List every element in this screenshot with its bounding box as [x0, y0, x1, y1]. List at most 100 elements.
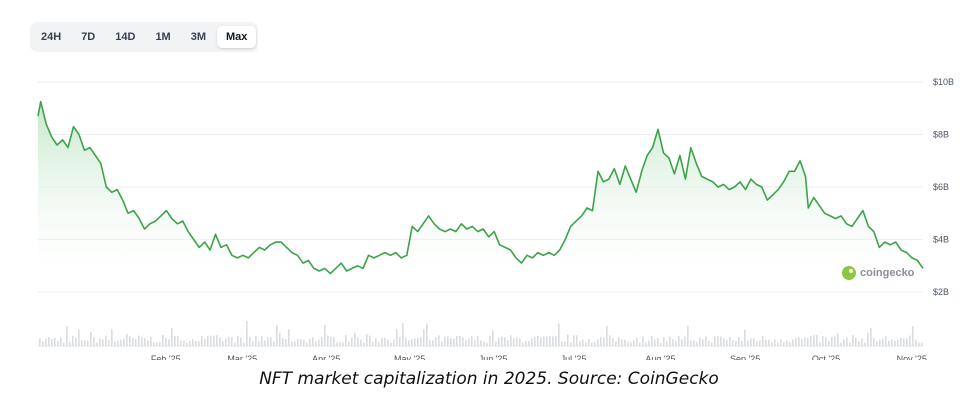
volume-bar: [660, 342, 662, 346]
volume-bar: [750, 338, 752, 346]
volume-bar: [108, 340, 110, 346]
volume-bar: [204, 339, 206, 346]
volume-bar: [60, 337, 62, 346]
volume-bar: [309, 338, 311, 346]
volume-bar: [279, 332, 281, 346]
volume-bar: [501, 336, 503, 346]
volume-bar: [858, 341, 860, 346]
volume-bar: [570, 342, 572, 346]
volume-bar: [843, 338, 845, 346]
volume-bar: [627, 342, 629, 346]
volume-bar: [624, 339, 626, 346]
volume-bar: [198, 341, 200, 346]
volume-bar: [51, 338, 53, 346]
volume-bar: [489, 335, 491, 346]
volume-bar: [84, 340, 86, 346]
volume-bar: [159, 341, 161, 346]
range-14d-button[interactable]: 14D: [106, 26, 144, 48]
volume-bar: [270, 337, 272, 346]
volume-bar: [39, 338, 41, 346]
volume-bar: [192, 339, 194, 346]
volume-bar: [564, 341, 566, 346]
volume-bar: [762, 336, 764, 346]
volume-bar: [636, 337, 638, 346]
volume-bar: [543, 336, 545, 346]
market-cap-chart[interactable]: $2B $4B $6B $8B $10B Feb '25 Mar '25 Apr '25 Ma…: [0, 0, 978, 360]
volume-bar: [57, 341, 59, 346]
volume-bar: [876, 341, 878, 346]
volume-bar: [513, 338, 515, 346]
volume-bar: [120, 339, 122, 346]
volume-bar: [186, 342, 188, 346]
volume-bar: [735, 341, 737, 346]
volume-bar: [561, 341, 563, 346]
volume-bar: [609, 335, 611, 346]
x-tick-label: Jul '25: [561, 354, 587, 360]
volume-bar: [879, 339, 881, 346]
range-7d-button[interactable]: 7D: [72, 26, 104, 48]
volume-bar: [525, 341, 527, 346]
volume-bar: [327, 335, 329, 346]
volume-bar: [693, 340, 695, 346]
volume-bar: [576, 335, 578, 346]
volume-bar: [915, 339, 917, 346]
y-tick-label: $8B: [933, 130, 949, 140]
volume-bar: [456, 336, 458, 346]
volume-bar: [882, 338, 884, 346]
volume-bar: [507, 340, 509, 346]
volume-bar: [531, 338, 533, 346]
volume-bar: [300, 338, 302, 346]
volume-bar: [696, 341, 698, 346]
volume-bar: [117, 340, 119, 346]
volume-bar: [642, 336, 644, 346]
volume-bar: [537, 335, 539, 346]
volume-bar: [129, 336, 131, 346]
volume-bar: [831, 336, 833, 346]
volume-bar: [621, 339, 623, 346]
volume-bar: [339, 342, 341, 346]
volume-bar: [852, 335, 854, 346]
x-tick-label: May '25: [394, 354, 425, 360]
volume-bar: [354, 332, 356, 346]
volume-bar: [150, 336, 152, 346]
volume-bar: [258, 341, 260, 346]
volume-bar: [393, 339, 395, 346]
volume-bar: [672, 339, 674, 346]
volume-bar: [657, 337, 659, 346]
volume-bar: [132, 337, 134, 346]
volume-bar: [510, 335, 512, 346]
volume-bar: [330, 336, 332, 346]
volume-bar: [45, 338, 47, 346]
volume-bar: [54, 337, 56, 346]
volume-bar: [378, 342, 380, 346]
volume-bar: [405, 337, 407, 346]
range-3m-button[interactable]: 3M: [182, 26, 215, 48]
range-1m-button[interactable]: 1M: [146, 26, 179, 48]
range-24h-button[interactable]: 24H: [32, 26, 70, 48]
volume-bar: [900, 337, 902, 346]
volume-bar: [804, 337, 806, 346]
volume-bar: [819, 342, 821, 346]
volume-bar: [606, 325, 608, 346]
volume-bar: [702, 339, 704, 346]
volume-bar: [888, 340, 890, 346]
range-max-button[interactable]: Max: [217, 26, 257, 48]
y-tick-label: $2B: [933, 287, 949, 297]
x-tick-label: Jun '25: [479, 354, 508, 360]
volume-bar: [528, 340, 530, 346]
market-cap-area: [38, 101, 923, 292]
volume-bar: [165, 337, 167, 346]
volume-bar: [654, 339, 656, 346]
volume-bar: [651, 335, 653, 346]
volume-bar: [717, 336, 719, 346]
volume-bar: [336, 342, 338, 346]
volume-bar: [288, 329, 290, 346]
volume-bar: [222, 341, 224, 346]
volume-bar: [723, 338, 725, 346]
volume-bar: [504, 336, 506, 346]
x-tick-label: Aug '25: [645, 354, 675, 360]
market-cap-line: [37, 100, 924, 275]
volume-bar: [552, 336, 554, 346]
volume-bar: [183, 341, 185, 346]
volume-bar: [168, 339, 170, 346]
